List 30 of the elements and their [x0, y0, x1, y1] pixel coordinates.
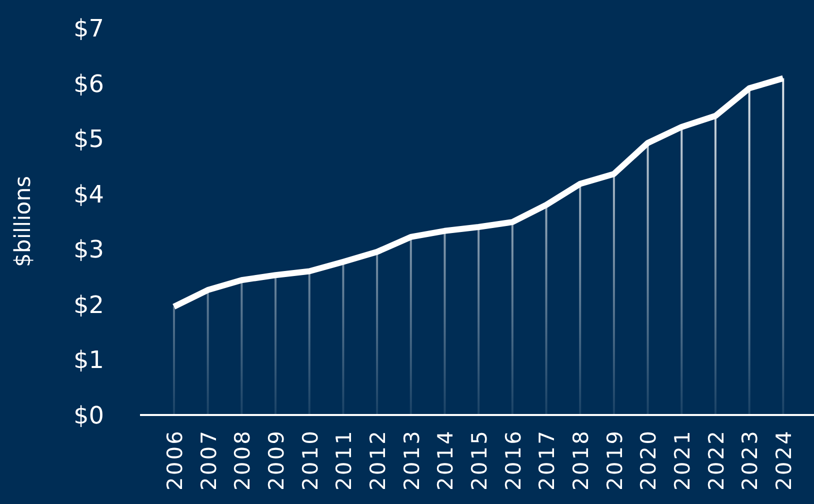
y-tick-label: $1 [73, 346, 104, 374]
y-tick-label: $6 [73, 70, 104, 98]
x-tick-label: 2007 [196, 429, 221, 490]
x-tick-label: 2020 [636, 429, 661, 490]
x-tick-label: 2021 [670, 429, 695, 490]
x-tick-label: 2008 [230, 429, 255, 490]
x-tick-label: 2024 [772, 429, 796, 490]
x-tick-label: 2012 [366, 429, 390, 490]
x-tick-label: 2022 [704, 429, 728, 490]
y-tick-label: $2 [73, 290, 104, 319]
x-tick-label: 2011 [332, 429, 356, 490]
x-tick-label: 2014 [434, 429, 458, 490]
x-tick-label: 2010 [298, 429, 322, 490]
y-tick-label: $4 [73, 180, 104, 208]
y-tick-label: $5 [73, 125, 104, 154]
x-tick-label: 2015 [468, 429, 492, 490]
bar [173, 306, 175, 415]
x-tick-label: 2006 [162, 429, 187, 490]
y-tick-label: $3 [73, 236, 104, 264]
bar [782, 78, 784, 415]
x-tick-label: 2016 [501, 429, 526, 490]
x-tick-label: 2017 [535, 429, 560, 490]
x-tick-label: 2009 [264, 429, 288, 490]
x-tick-label: 2018 [569, 429, 594, 490]
x-tick-label: 2013 [400, 429, 424, 490]
y-axis-title: $billions [10, 176, 36, 268]
x-tick-label: 2019 [602, 429, 627, 490]
y-tick-label: $0 [73, 402, 104, 430]
y-tick-label: $7 [73, 14, 104, 43]
x-tick-label: 2023 [738, 429, 762, 490]
